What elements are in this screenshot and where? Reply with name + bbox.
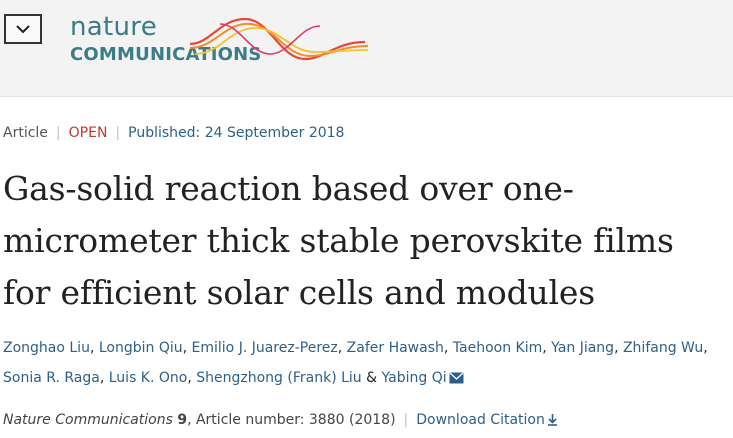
author-link[interactable]: Zonghao Liu bbox=[3, 340, 90, 356]
published-label: Published: bbox=[128, 125, 201, 141]
author-link[interactable]: Taehoon Kim bbox=[452, 340, 543, 356]
article-meta: Article | OPEN | Published: 24 September 201… bbox=[3, 125, 344, 141]
author-link[interactable]: Longbin Qiu bbox=[98, 340, 183, 356]
author-link[interactable]: Zhifang Wu bbox=[622, 340, 704, 356]
author-separator: & bbox=[361, 370, 382, 386]
download-citation-label: Download Citation bbox=[416, 412, 545, 428]
article-type: Article bbox=[3, 125, 48, 141]
author-separator: , bbox=[443, 340, 453, 356]
author-list: Zonghao Liu, Longbin Qiu, Emilio J. Juar… bbox=[3, 333, 731, 393]
citation-line: Nature Communications 9, Article number:… bbox=[3, 412, 558, 428]
author-separator: , bbox=[337, 340, 347, 356]
meta-divider: | bbox=[55, 125, 61, 141]
author-link[interactable]: Luis K. Ono bbox=[108, 370, 188, 386]
site-header: nature COMMUNICATIONS bbox=[0, 0, 733, 97]
volume-number: 9 bbox=[177, 412, 188, 428]
author-link[interactable]: Shengzhong (Frank) Liu bbox=[196, 370, 362, 386]
download-icon bbox=[547, 414, 557, 426]
journal-logo[interactable]: nature COMMUNICATIONS bbox=[70, 12, 370, 72]
journal-name: Nature Communications bbox=[3, 412, 173, 428]
author-link[interactable]: Yan Jiang bbox=[551, 340, 615, 356]
author-separator: , bbox=[99, 370, 109, 386]
article-title: Gas-solid reaction based over one-microm… bbox=[3, 169, 674, 312]
author-link[interactable]: Emilio J. Juarez-Perez bbox=[191, 340, 338, 356]
author-link[interactable]: Sonia R. Raga bbox=[3, 370, 100, 386]
author-separator: , bbox=[542, 340, 552, 356]
mail-icon[interactable] bbox=[449, 372, 464, 384]
article-number: , Article number: 3880 (2018) bbox=[187, 412, 396, 428]
author-link[interactable]: Zafer Hawash bbox=[346, 340, 444, 356]
published-date: 24 September 2018 bbox=[204, 125, 345, 141]
meta-divider: | bbox=[115, 125, 121, 141]
author-separator: , bbox=[614, 340, 623, 356]
logo-line-1: nature bbox=[70, 12, 157, 42]
chevron-down-icon bbox=[16, 25, 30, 34]
logo-wave-icon bbox=[190, 17, 369, 61]
open-access-badge: OPEN bbox=[68, 125, 108, 141]
download-citation-link[interactable]: Download Citation bbox=[416, 412, 558, 428]
citation-divider: | bbox=[403, 412, 409, 428]
author-separator: , bbox=[703, 340, 708, 356]
author-separator: , bbox=[89, 340, 99, 356]
author-link[interactable]: Yabing Qi bbox=[381, 370, 447, 386]
author-separator: , bbox=[182, 340, 192, 356]
menu-toggle-button[interactable] bbox=[4, 14, 42, 44]
author-separator: , bbox=[187, 370, 197, 386]
